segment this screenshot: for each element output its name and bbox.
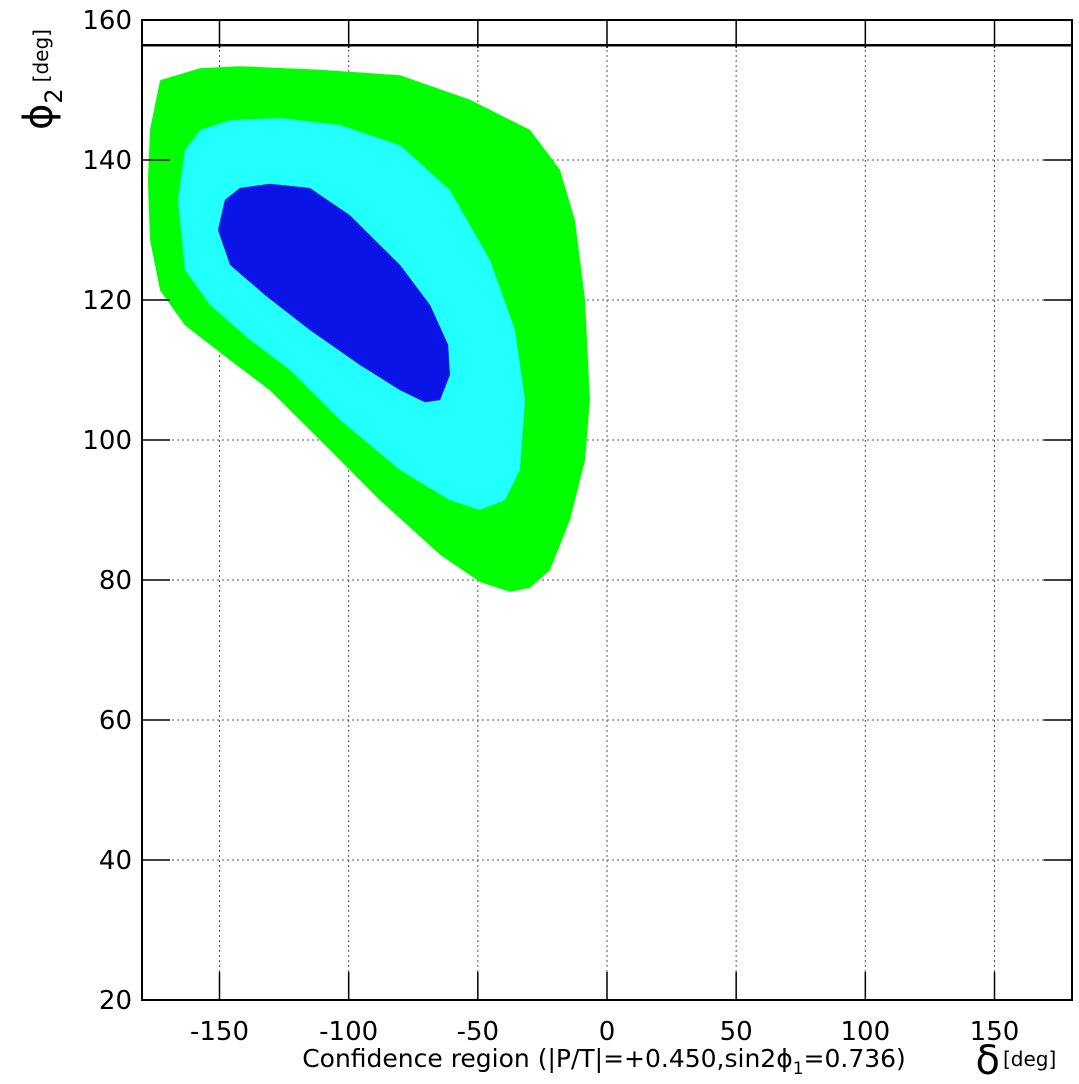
x-tick-label: -50	[457, 1017, 499, 1047]
x-tick-label: 150	[970, 1017, 1020, 1047]
contour-region	[217, 183, 450, 403]
y-symbol: ϕ2 [deg]	[16, 29, 68, 130]
y-tick-label: 20	[99, 986, 132, 1016]
y-tick-label: 120	[82, 286, 132, 316]
x-tick-label: 100	[841, 1017, 891, 1047]
x-axis-label: Confidence region (|P/T|=+0.450,sin2ϕ1=0…	[302, 1044, 906, 1079]
x-label-sub: 1	[793, 1059, 804, 1079]
x-tick-label: -150	[190, 1017, 249, 1047]
y-tick-label: 80	[99, 566, 132, 596]
x-label-text: =0.736)	[804, 1044, 906, 1073]
x-tick-label: -100	[319, 1017, 378, 1047]
y-tick-label: 140	[82, 146, 132, 176]
y-symbol-sub: 2	[40, 88, 68, 103]
x-label-text: Confidence region (|P/T|=+0.450,sin2ϕ	[302, 1044, 793, 1073]
y-tick-label: 40	[99, 846, 132, 876]
x-tick-label: 0	[599, 1017, 616, 1047]
y-tick-label: 60	[99, 706, 132, 736]
y-tick-label: 160	[82, 6, 132, 36]
y-tick-label: 100	[82, 426, 132, 456]
y-unit: [deg]	[29, 29, 53, 82]
x-tick-label: 50	[720, 1017, 753, 1047]
x-unit: [deg]	[1003, 1047, 1056, 1071]
x-symbol: δ	[976, 1038, 1000, 1080]
y-axis-label: ϕ2 [deg]	[16, 29, 68, 130]
y-symbol-main: ϕ	[16, 104, 62, 130]
